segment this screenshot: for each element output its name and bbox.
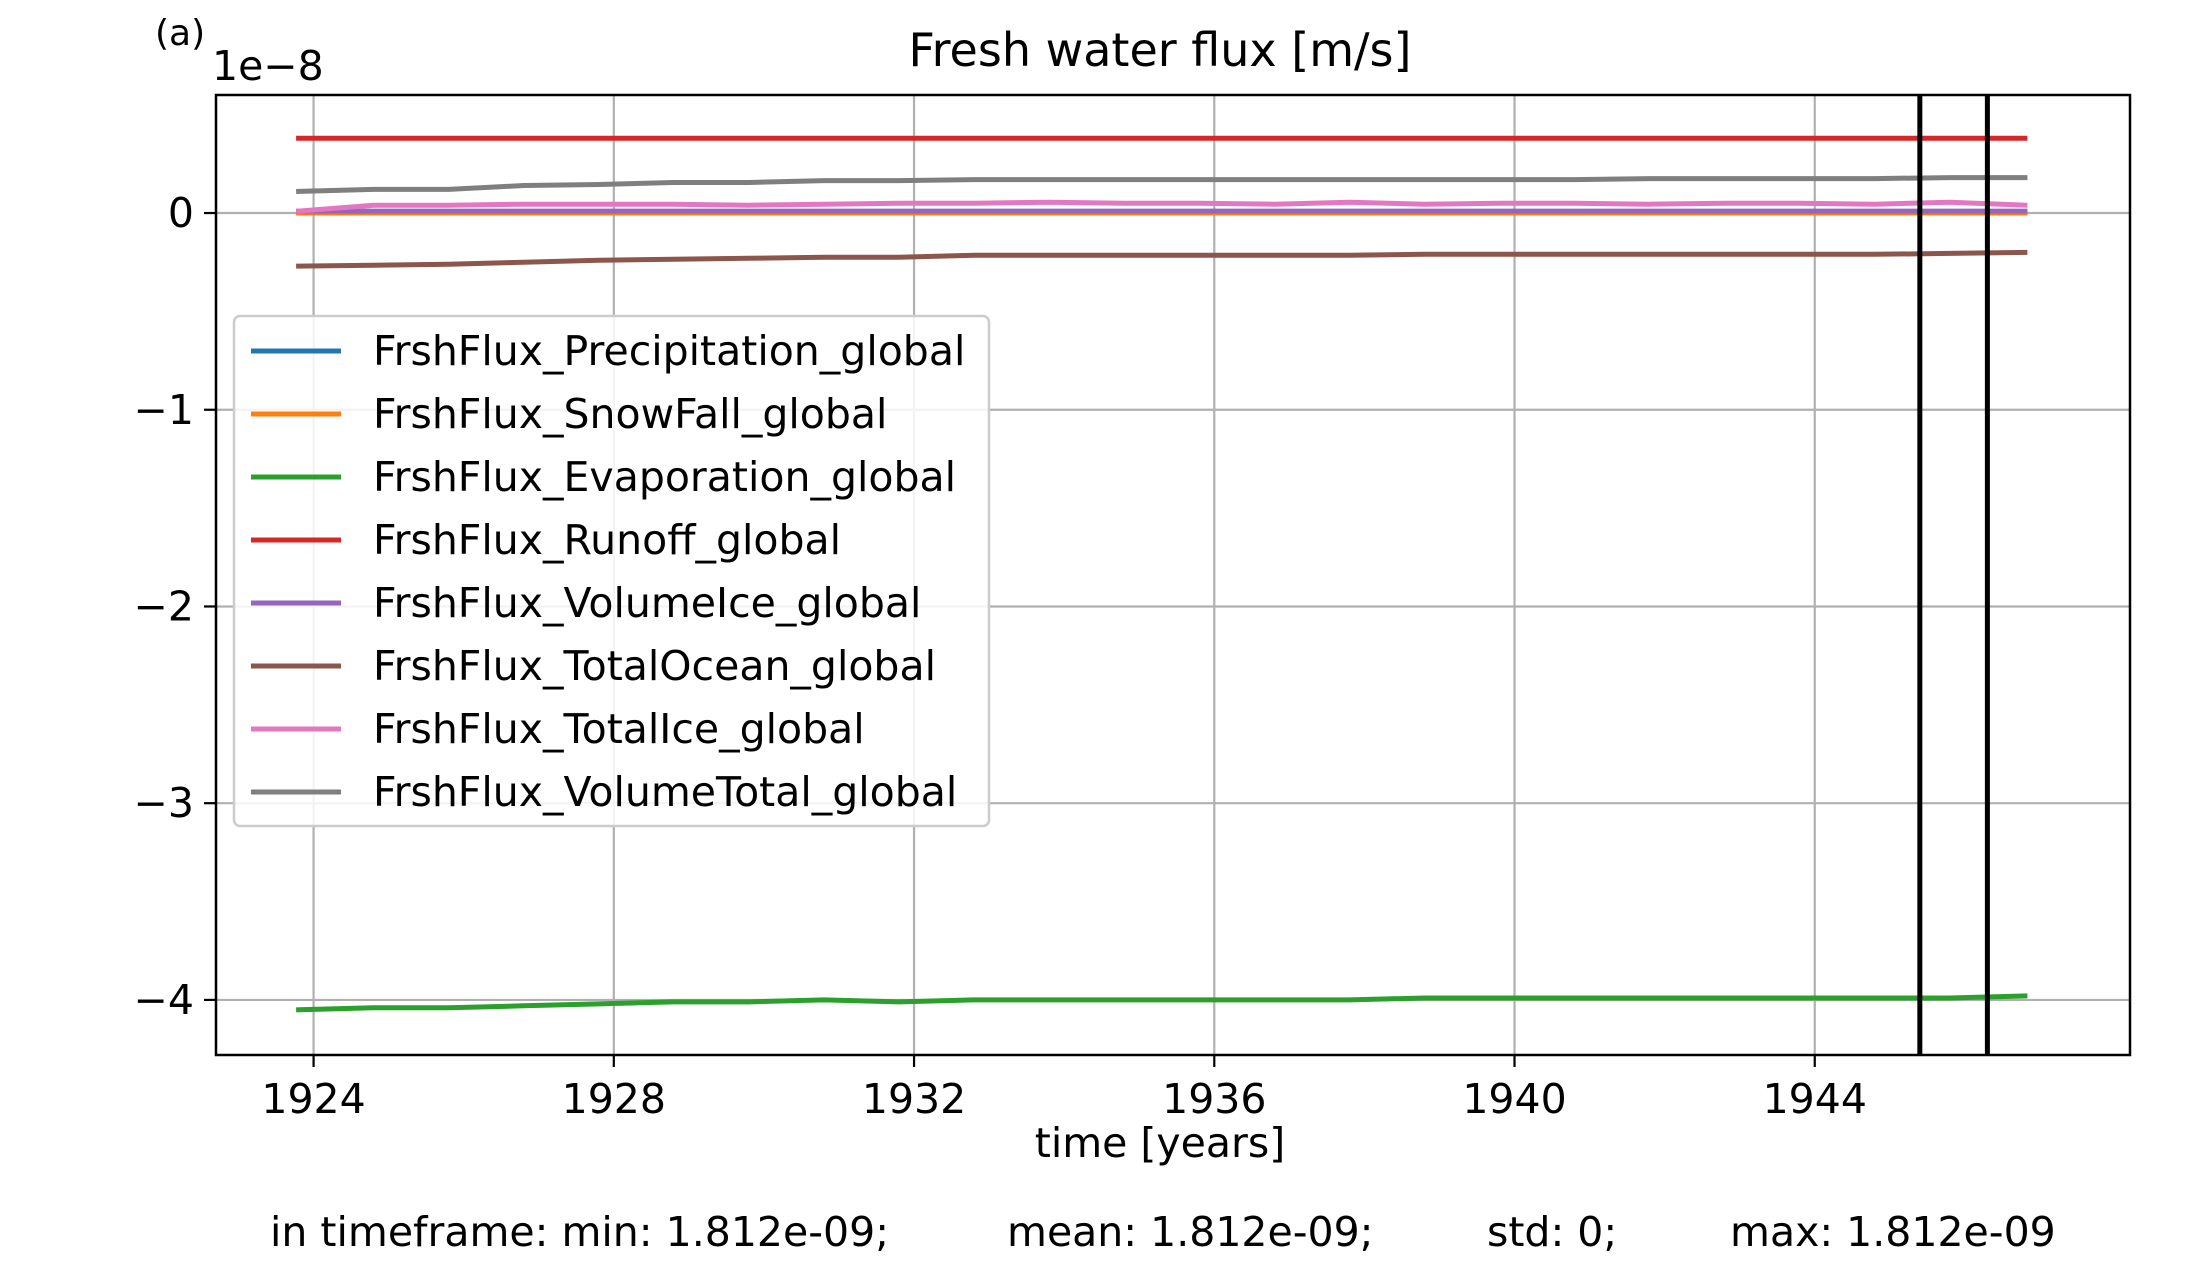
y-scale-offset: 1e−8 — [212, 42, 324, 90]
stats-mean: mean: 1.812e-09; — [1007, 1208, 1374, 1256]
legend-label: FrshFlux_TotalIce_global — [373, 705, 865, 753]
y-tick-label: 0 — [168, 189, 194, 237]
legend: FrshFlux_Precipitation_global FrshFlux_Sn… — [232, 314, 991, 828]
stats-std: std: 0; — [1487, 1208, 1618, 1256]
x-tick-label: 1928 — [562, 1075, 666, 1123]
y-axis-ticks: 0 −1 −2 −3 −4 — [134, 189, 216, 1024]
y-tick-label: −2 — [134, 582, 194, 630]
legend-box — [232, 314, 991, 828]
data-series — [295, 135, 2028, 1013]
x-axis-ticks: 1924 1928 1932 1936 1940 1944 — [261, 1055, 1867, 1123]
series-line-frshflux-volumetotal-global — [296, 175, 2028, 194]
x-tick-label: 1924 — [261, 1075, 365, 1123]
series-line-frshflux-totalocean-global — [296, 249, 2028, 269]
legend-label: FrshFlux_VolumeIce_global — [373, 579, 921, 627]
legend-label: FrshFlux_Precipitation_global — [373, 327, 965, 375]
x-tick-label: 1936 — [1162, 1075, 1266, 1123]
panel-label: (a) — [155, 13, 205, 54]
x-tick-label: 1944 — [1763, 1075, 1867, 1123]
x-tick-label: 1940 — [1462, 1075, 1566, 1123]
series-line-frshflux-evaporation-global — [296, 993, 2028, 1013]
y-tick-label: −1 — [134, 386, 194, 434]
legend-label: FrshFlux_VolumeTotal_global — [373, 768, 957, 816]
chart-title: Fresh water flux [m/s] — [909, 23, 1412, 77]
legend-label: FrshFlux_SnowFall_global — [373, 390, 887, 438]
legend-label: FrshFlux_Evaporation_global — [373, 453, 956, 501]
plot-frame — [214, 93, 2132, 1057]
y-tick-label: −3 — [134, 779, 194, 827]
x-tick-label: 1932 — [862, 1075, 966, 1123]
marker-lines — [1917, 95, 1990, 1055]
legend-label: FrshFlux_TotalOcean_global — [373, 642, 936, 690]
stats-min: in timeframe: min: 1.812e-09; — [270, 1208, 890, 1256]
series-line-frshflux-totalice-global — [295, 199, 2028, 214]
legend-label: FrshFlux_Runoff_global — [373, 516, 841, 564]
x-axis-label: time [years] — [1035, 1119, 1285, 1167]
stats-max: max: 1.812e-09 — [1730, 1208, 2056, 1256]
y-tick-label: −4 — [134, 976, 194, 1024]
